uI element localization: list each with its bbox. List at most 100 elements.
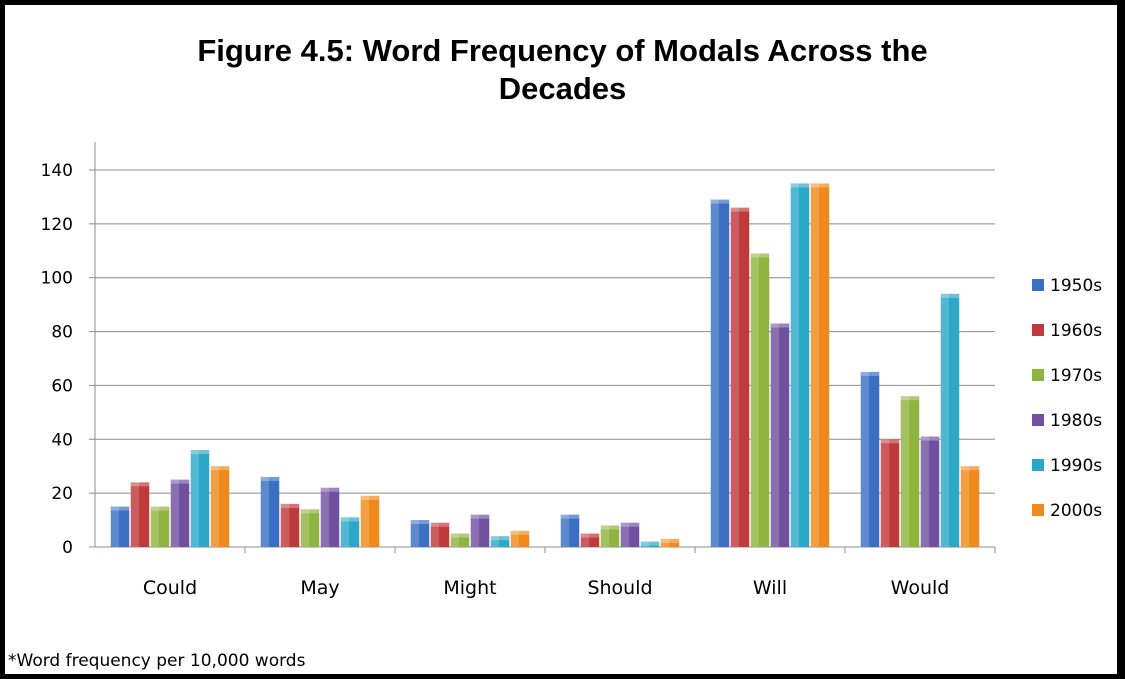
axis-labels: 0 20 40 60 80 100 120 140 Could May Might Should Wil… <box>41 161 950 599</box>
legend-swatch <box>1032 279 1044 291</box>
bar-top-highlight <box>790 183 810 188</box>
bar-highlight <box>490 536 500 547</box>
bar <box>860 371 880 547</box>
bar <box>280 503 300 547</box>
bar-top-highlight <box>110 506 130 511</box>
bar-highlight <box>640 541 650 547</box>
bar-top-highlight <box>130 482 150 487</box>
bar-top-highlight <box>660 538 680 543</box>
bar-highlight <box>300 509 310 547</box>
x-category-label: Would <box>891 577 950 599</box>
bar-highlight <box>960 466 970 547</box>
bar-top-highlight <box>730 207 750 212</box>
bar <box>320 487 340 547</box>
bar-top-highlight <box>410 520 430 525</box>
bar-highlight <box>430 522 440 547</box>
y-tick-label: 20 <box>51 484 73 504</box>
bar <box>900 396 920 547</box>
bar-top-highlight <box>280 503 300 508</box>
bar-top-highlight <box>300 509 320 514</box>
bar-top-highlight <box>320 487 340 492</box>
x-category-label: Could <box>143 577 197 599</box>
bar-top-highlight <box>880 439 900 444</box>
y-tick-label: 100 <box>41 269 73 289</box>
x-category-label: Might <box>443 577 496 599</box>
legend: 1950s 1960s 1970s 1980s 1990s 2000s <box>1032 276 1102 521</box>
bar-top-highlight <box>860 371 880 376</box>
bar-highlight <box>360 495 370 547</box>
bar <box>790 183 810 547</box>
bar <box>640 541 660 547</box>
legend-swatch <box>1032 459 1044 471</box>
bar-highlight <box>900 396 910 547</box>
bar-top-highlight <box>810 183 830 188</box>
bar-top-highlight <box>450 533 470 538</box>
bar-highlight <box>860 371 870 547</box>
bar <box>190 450 210 547</box>
footnote: *Word frequency per 10,000 words <box>8 651 306 671</box>
bar <box>620 522 640 547</box>
chart-title: Figure 4.5: Word Frequency of Modals Acr… <box>197 33 928 106</box>
bar <box>730 207 750 547</box>
bar-top-highlight <box>510 530 530 535</box>
legend-label: 1990s <box>1050 456 1102 476</box>
bar-highlight <box>510 530 520 547</box>
legend-swatch <box>1032 504 1044 516</box>
bar <box>470 514 490 547</box>
bar-highlight <box>620 522 630 547</box>
bar-highlight <box>730 207 740 547</box>
legend-swatch <box>1032 414 1044 426</box>
bar-top-highlight <box>960 466 980 471</box>
bar-top-highlight <box>210 466 230 471</box>
bar-highlight <box>560 514 570 547</box>
bar-highlight <box>130 482 140 547</box>
bar <box>880 439 900 547</box>
bar-highlight <box>450 533 460 547</box>
bar-top-highlight <box>580 533 600 538</box>
legend-label: 2000s <box>1050 501 1102 521</box>
bar-highlight <box>260 476 270 547</box>
bar-top-highlight <box>600 525 620 530</box>
bar-highlight <box>410 520 420 547</box>
gridlines <box>95 169 995 494</box>
bar <box>810 183 830 547</box>
bar-highlight <box>710 199 720 547</box>
bar-top-highlight <box>260 476 280 481</box>
bar-top-highlight <box>750 253 770 258</box>
y-tick-label: 120 <box>41 215 73 235</box>
bar <box>130 482 150 547</box>
bar <box>660 538 680 547</box>
x-category-label: May <box>300 577 339 599</box>
bar <box>750 253 770 547</box>
bar-top-highlight <box>710 199 730 204</box>
bars <box>110 183 980 547</box>
bar-top-highlight <box>560 514 580 519</box>
bar-highlight <box>150 506 160 547</box>
bar-highlight <box>750 253 760 547</box>
legend-swatch <box>1032 369 1044 381</box>
bar-highlight <box>660 538 670 547</box>
bar <box>300 509 320 547</box>
bar <box>260 476 280 547</box>
bar-highlight <box>920 436 930 547</box>
bar <box>360 495 380 547</box>
legend-label: 1980s <box>1050 411 1102 431</box>
bar-highlight <box>110 506 120 547</box>
bar-highlight <box>320 487 330 547</box>
bar <box>560 514 580 547</box>
legend-swatch <box>1032 324 1044 336</box>
bar-top-highlight <box>940 293 960 298</box>
bar <box>600 525 620 547</box>
y-tick-label: 40 <box>51 430 73 450</box>
bar-top-highlight <box>360 495 380 500</box>
bar-top-highlight <box>470 514 490 519</box>
bar <box>580 533 600 547</box>
bar <box>170 479 190 547</box>
bar-top-highlight <box>620 522 640 527</box>
bar-highlight <box>600 525 610 547</box>
bar-highlight <box>580 533 590 547</box>
bar <box>710 199 730 547</box>
bar-top-highlight <box>190 450 210 455</box>
bar-highlight <box>810 183 820 547</box>
